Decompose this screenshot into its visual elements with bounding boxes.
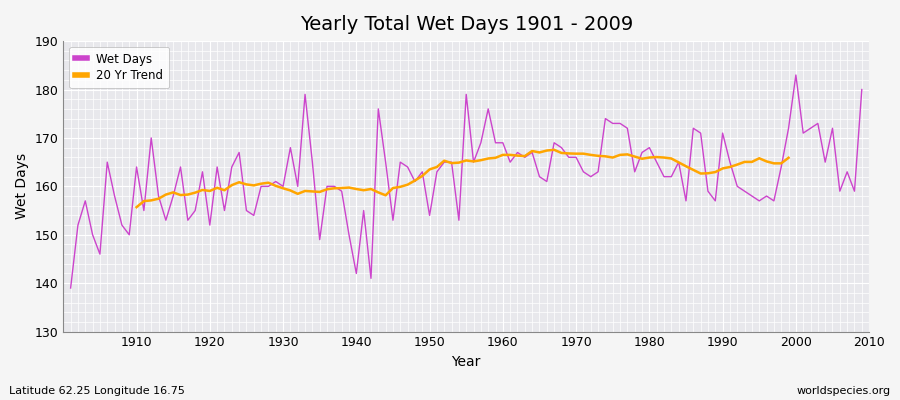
Legend: Wet Days, 20 Yr Trend: Wet Days, 20 Yr Trend xyxy=(69,47,169,88)
Wet Days xyxy=(285,145,296,150)
Y-axis label: Wet Days: Wet Days xyxy=(15,153,29,220)
Title: Yearly Total Wet Days 1901 - 2009: Yearly Total Wet Days 1901 - 2009 xyxy=(300,15,633,34)
Wet Days xyxy=(857,87,868,92)
20 Yr Trend xyxy=(328,186,339,191)
Wet Days xyxy=(491,140,501,145)
Wet Days xyxy=(790,72,801,77)
Wet Days xyxy=(585,174,596,179)
Wet Days xyxy=(124,232,135,237)
20 Yr Trend xyxy=(285,188,296,193)
20 Yr Trend xyxy=(498,152,508,157)
X-axis label: Year: Year xyxy=(452,355,481,369)
20 Yr Trend xyxy=(585,152,596,157)
Text: Latitude 62.25 Longitude 16.75: Latitude 62.25 Longitude 16.75 xyxy=(9,386,184,396)
20 Yr Trend xyxy=(491,155,501,160)
Wet Days xyxy=(65,286,76,290)
Line: 20 Yr Trend: 20 Yr Trend xyxy=(137,150,788,207)
Wet Days xyxy=(498,140,508,145)
Line: Wet Days: Wet Days xyxy=(70,75,862,288)
Wet Days xyxy=(328,184,339,189)
Text: worldspecies.org: worldspecies.org xyxy=(796,386,891,396)
